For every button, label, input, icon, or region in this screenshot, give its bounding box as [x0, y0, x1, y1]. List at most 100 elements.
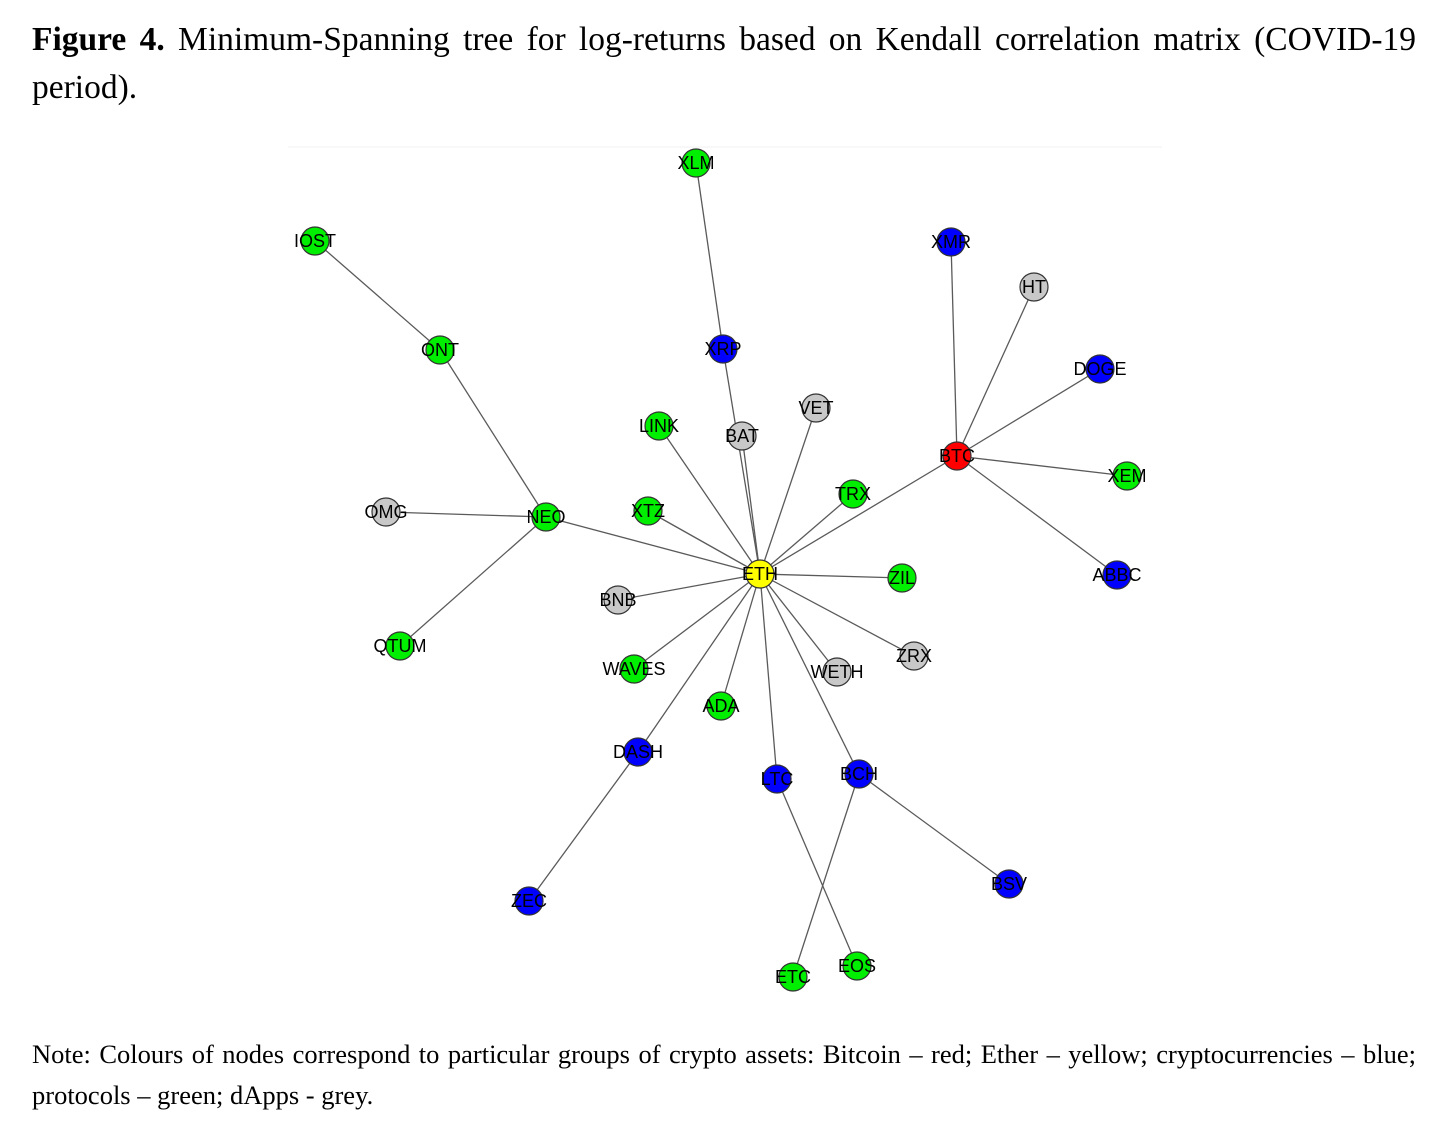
node-label-bnb: BNB — [599, 590, 636, 610]
edge-bnb-eth — [617, 573, 761, 601]
node-eth: ETH — [742, 559, 778, 589]
node-trx: TRX — [835, 479, 871, 509]
node-btc: BTC — [939, 441, 975, 471]
node-label-etc: ETC — [775, 967, 811, 987]
node-label-qtum: QTUM — [374, 636, 427, 656]
node-zil: ZIL — [887, 563, 917, 593]
node-neo: NEO — [526, 502, 566, 532]
node-circle-doge — [1085, 354, 1115, 384]
node-circle-zrx — [899, 641, 929, 671]
node-label-ht: HT — [1022, 277, 1046, 297]
node-circle-xtz — [633, 496, 663, 526]
edge-xrp-eth — [722, 348, 761, 575]
node-circle-omg — [371, 497, 401, 527]
node-waves: WAVES — [602, 654, 666, 684]
edge-waves-eth — [633, 573, 761, 670]
node-circle-eth — [745, 559, 775, 589]
node-label-btc: BTC — [939, 446, 975, 466]
edge-neo-qtum — [399, 516, 547, 647]
node-circle-trx — [838, 479, 868, 509]
node-label-iost: IOST — [294, 231, 336, 251]
node-bsv: BSV — [991, 869, 1027, 899]
edge-bch-etc — [792, 773, 860, 978]
node-label-link: LINK — [639, 416, 679, 436]
edge-xtz-eth — [647, 510, 761, 575]
node-label-eos: EOS — [838, 956, 876, 976]
node-label-weth: WETH — [811, 662, 864, 682]
figure-note: Note: Colours of nodes correspond to par… — [32, 1039, 1416, 1110]
node-label-eth: ETH — [742, 564, 778, 584]
node-circle-weth — [822, 657, 852, 687]
node-eos: EOS — [838, 951, 876, 981]
node-bnb: BNB — [599, 585, 637, 615]
node-label-waves: WAVES — [602, 659, 665, 679]
node-label-xmr: XMR — [931, 232, 971, 252]
edge-xmr-btc — [950, 241, 958, 457]
node-ada: ADA — [702, 691, 740, 721]
edge-dash-eth — [637, 573, 761, 753]
node-circle-etc — [778, 962, 808, 992]
node-xem: XEM — [1107, 461, 1147, 491]
node-circle-bsv — [994, 869, 1024, 899]
node-qtum: QTUM — [374, 631, 427, 661]
edge-zil-eth — [759, 573, 903, 579]
edge-ht-btc — [956, 286, 1035, 457]
node-circle-link — [644, 411, 674, 441]
node-circle-dash — [623, 737, 653, 767]
node-label-xem: XEM — [1107, 466, 1146, 486]
node-label-xtz: XTZ — [631, 501, 665, 521]
edge-ont-neo — [439, 349, 547, 518]
node-label-bat: BAT — [725, 426, 759, 446]
node-abbc: ABBC — [1092, 560, 1142, 590]
edge-link-eth — [658, 425, 761, 575]
node-circle-vet — [801, 393, 831, 423]
edge-btc-abbc — [956, 455, 1118, 576]
figure-title: Minimum-Spanning tree for log-returns ba… — [32, 21, 1416, 106]
node-label-ont: ONT — [421, 340, 459, 360]
edge-doge-btc — [956, 368, 1101, 457]
edge-btc-xem — [956, 455, 1128, 477]
edge-omg-neo — [385, 511, 547, 518]
node-link: LINK — [639, 411, 679, 441]
node-label-doge: DOGE — [1073, 359, 1126, 379]
node-zrx: ZRX — [896, 641, 932, 671]
node-circle-ht — [1019, 272, 1049, 302]
node-circle-bch — [844, 759, 874, 789]
edge-trx-eth — [759, 493, 854, 575]
node-circle-xrp — [708, 334, 738, 364]
node-label-bch: BCH — [840, 764, 878, 784]
node-label-dash: DASH — [613, 742, 663, 762]
node-circle-bat — [727, 421, 757, 451]
node-circle-xlm — [681, 148, 711, 178]
node-ltc: LTC — [761, 764, 793, 794]
figure-caption: Figure 4. Minimum-Spanning tree for log-… — [32, 16, 1416, 112]
node-bch: BCH — [840, 759, 878, 789]
node-circle-waves — [619, 654, 649, 684]
node-label-neo: NEO — [526, 507, 565, 527]
edge-iost-ont — [314, 240, 441, 351]
node-circle-abbc — [1102, 560, 1132, 590]
node-ont: ONT — [421, 335, 459, 365]
node-label-bsv: BSV — [991, 874, 1027, 894]
node-xmr: XMR — [931, 227, 971, 257]
node-circle-xem — [1112, 461, 1142, 491]
node-circle-neo — [531, 502, 561, 532]
node-etc: ETC — [775, 962, 811, 992]
node-zec: ZEC — [511, 886, 547, 916]
node-layer: ETH BTC XLM XRP IOST ONT NEO OMG QTUM XMR HT DOGE XE… — [294, 148, 1147, 992]
edge-weth-eth — [759, 573, 838, 673]
edge-layer — [314, 162, 1128, 978]
node-label-zec: ZEC — [511, 891, 547, 911]
edge-zrx-eth — [759, 573, 915, 657]
edge-bch-bsv — [858, 773, 1010, 885]
node-label-xlm: XLM — [677, 153, 714, 173]
edge-ada-eth — [720, 573, 761, 707]
node-label-trx: TRX — [835, 484, 871, 504]
edge-xlm-xrp — [695, 162, 724, 350]
node-circle-zec — [514, 886, 544, 916]
node-label-omg: OMG — [365, 502, 408, 522]
edge-dash-zec — [528, 751, 639, 902]
node-label-abbc: ABBC — [1092, 565, 1141, 585]
edge-bat-eth — [741, 435, 761, 575]
node-iost: IOST — [294, 226, 336, 256]
